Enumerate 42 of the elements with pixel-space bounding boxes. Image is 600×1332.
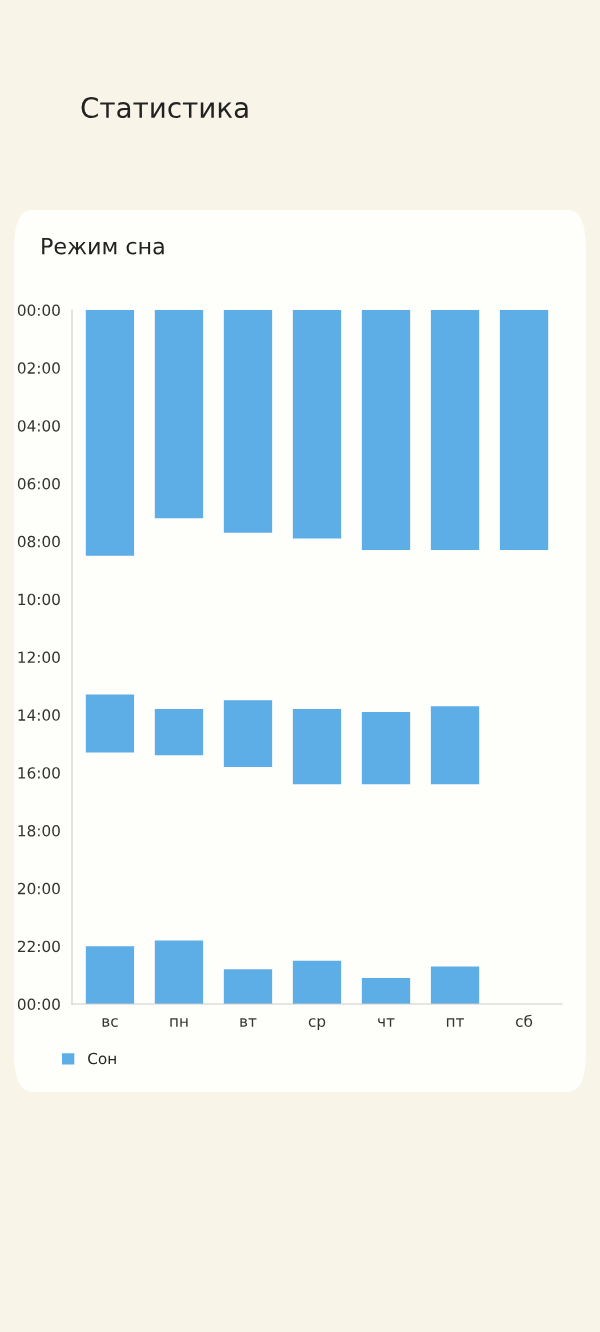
y-tick-label: 06:00 (17, 477, 60, 490)
x-tick-label: сб (515, 1014, 533, 1027)
bar (292, 709, 342, 785)
y-tick-label: 14:00 (18, 709, 60, 721)
bar (223, 310, 273, 533)
bar (361, 711, 411, 785)
bar (430, 706, 480, 785)
chart-title: Режим сна (42, 237, 164, 255)
y-tick-label: 00:00 (17, 304, 60, 317)
x-tick-label: ср (308, 1018, 326, 1030)
bar (292, 310, 342, 539)
y-tick-label: 08:00 (17, 535, 60, 548)
bar (85, 946, 135, 1004)
bar (154, 709, 204, 756)
y-tick-label: 00:00 (17, 998, 60, 1011)
y-tick-label: 22:00 (17, 940, 60, 953)
bar (430, 310, 480, 551)
bar (292, 960, 342, 1004)
bar (223, 969, 273, 1004)
x-tick-label: вт (240, 1018, 257, 1027)
x-tick-label: вс (102, 1018, 118, 1027)
bar (154, 310, 204, 519)
y-tick-label: 10:00 (18, 593, 60, 606)
y-tick-label: 12:00 (18, 651, 60, 664)
x-tick-label: пт (446, 1018, 465, 1027)
y-tick-label: 16:00 (18, 767, 60, 779)
x-tick-label: чт (378, 1018, 395, 1027)
bar (85, 694, 135, 753)
bar (361, 977, 411, 1004)
y-tick-label: 04:00 (17, 420, 60, 432)
bar (361, 310, 411, 551)
bar (499, 310, 549, 551)
bar (85, 310, 135, 556)
bar (430, 966, 480, 1004)
y-tick-label: 02:00 (17, 362, 60, 374)
bar (223, 700, 273, 767)
y-tick-label: 20:00 (17, 882, 60, 895)
bar (154, 940, 204, 1004)
x-tick-label: пн (170, 1018, 188, 1027)
text: Статистика (81, 97, 248, 119)
legend-label: Сон (88, 1052, 116, 1065)
y-tick-label: 18:00 (18, 824, 60, 837)
